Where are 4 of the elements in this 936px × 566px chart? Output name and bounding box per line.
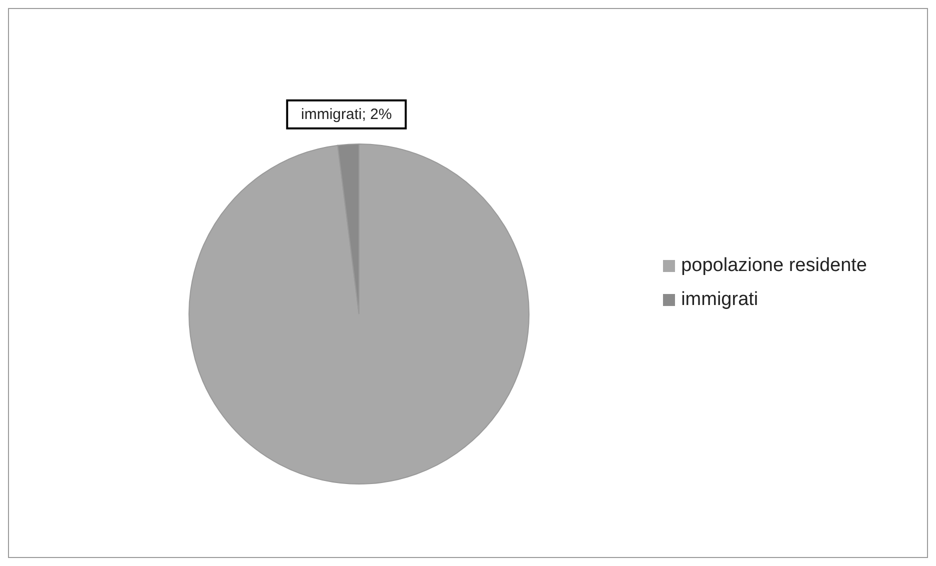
data-label: immigrati; 2% <box>301 106 392 123</box>
pie-slice <box>188 144 530 484</box>
legend-label: immigrati <box>681 288 758 312</box>
legend-label: popolazione residente <box>681 254 867 278</box>
